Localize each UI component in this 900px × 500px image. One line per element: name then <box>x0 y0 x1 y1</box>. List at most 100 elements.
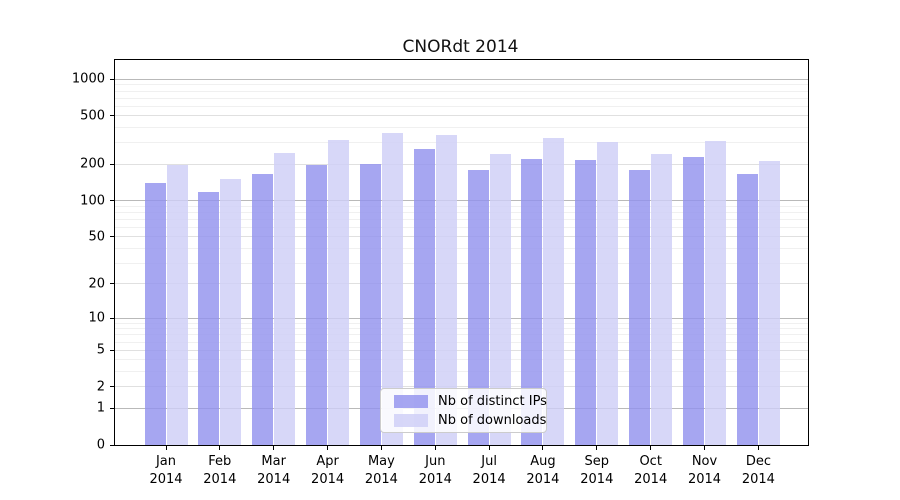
bar-distinct-ips-apr <box>306 164 328 445</box>
gridline-minor <box>115 218 808 220</box>
plot-area: 1000 500 200 100 50 20 10 5 2 1 0 Jan 2014 Feb 2014 Mar… <box>72 59 809 487</box>
x-tick-mark <box>219 446 221 450</box>
y-tick-label: 1 <box>96 400 105 416</box>
y-tick-mark <box>110 444 114 446</box>
y-tick-mark <box>110 236 114 238</box>
bar-downloads-oct <box>651 153 673 445</box>
bar-distinct-ips-may <box>359 163 381 445</box>
gridline-minor <box>115 236 808 238</box>
legend-item-distinct-ips: Nb of distinct IPs <box>381 393 547 409</box>
y-tick-label: 200 <box>80 156 105 172</box>
x-tick-label: May 2014 <box>349 453 413 489</box>
x-tick-label: Jun 2014 <box>403 453 467 489</box>
y-tick-mark <box>110 407 114 409</box>
y-tick-label: 1000 <box>71 71 105 87</box>
x-tick-mark <box>165 446 167 450</box>
bar-downloads-nov <box>705 141 726 445</box>
x-tick-year: 2014 <box>418 472 452 488</box>
x-tick-label: Aug 2014 <box>511 453 575 489</box>
y-tick-mark <box>110 349 114 351</box>
legend-swatch-downloads <box>394 413 428 427</box>
x-tick-year: 2014 <box>526 472 560 488</box>
x-tick-label: Apr 2014 <box>296 453 360 489</box>
bar-downloads-jun <box>435 134 457 445</box>
x-tick-year: 2014 <box>687 472 722 488</box>
gridline-minor <box>115 247 808 249</box>
legend-label-downloads: Nb of downloads <box>438 412 547 428</box>
gridline-minor <box>115 328 808 330</box>
gridline-minor <box>115 211 808 213</box>
gridline-minor <box>115 341 808 343</box>
y-tick-label: 2 <box>96 379 105 395</box>
gridline-minor <box>115 142 808 144</box>
gridline-minor <box>115 359 808 361</box>
bar-downloads-dec <box>758 160 780 445</box>
gridline-minor <box>115 205 808 207</box>
x-tick-mark <box>380 446 382 450</box>
legend-swatch-distinct-ips <box>394 394 428 408</box>
x-tick-month: Nov <box>691 454 718 469</box>
gridline-major <box>115 317 808 319</box>
bar-downloads-feb <box>220 178 242 445</box>
x-tick-label: Mar 2014 <box>242 453 306 489</box>
x-tick-month: Feb <box>208 454 232 469</box>
bar-downloads-sep <box>597 142 619 445</box>
y-tick-label: 500 <box>80 108 105 124</box>
y-tick-mark <box>110 283 114 285</box>
x-tick-month: Jun <box>425 454 446 469</box>
bar-distinct-ips-jul <box>467 170 489 445</box>
bar-downloads-mar <box>274 152 296 445</box>
x-tick-mark <box>757 446 759 450</box>
x-tick-month: Oct <box>639 454 662 469</box>
x-tick-month: Jan <box>155 454 177 469</box>
y-tick-label: 10 <box>88 310 105 326</box>
x-tick-year: 2014 <box>364 472 398 488</box>
y-tick-mark <box>110 115 114 117</box>
gridline-minor <box>115 90 808 92</box>
x-tick-mark <box>596 446 598 450</box>
x-tick-year: 2014 <box>472 472 506 488</box>
x-tick-year: 2014 <box>203 472 237 488</box>
bar-distinct-ips-nov <box>683 156 704 445</box>
chart-title: CNORdt 2014 <box>402 37 519 57</box>
x-tick-month: Aug <box>530 454 556 469</box>
gridline-minor <box>115 262 808 264</box>
x-tick-month: Jul <box>481 454 497 469</box>
gridline-major <box>115 200 808 202</box>
x-tick-label: Oct 2014 <box>619 453 683 489</box>
x-tick-year: 2014 <box>741 472 775 488</box>
gridline-minor <box>115 322 808 324</box>
bar-distinct-ips-jan <box>144 182 166 445</box>
x-tick-mark <box>488 446 490 450</box>
x-tick-year: 2014 <box>257 472 291 488</box>
x-tick-month: Mar <box>261 454 286 469</box>
legend-label-distinct-ips: Nb of distinct IPs <box>438 393 547 409</box>
bar-downloads-aug <box>543 137 565 445</box>
gridline-minor <box>115 127 808 129</box>
legend: Nb of distinct IPs Nb of downloads <box>380 388 547 433</box>
legend-item-downloads: Nb of downloads <box>381 413 546 428</box>
gridline-minor <box>115 349 808 351</box>
x-tick-label: Jan 2014 <box>134 453 198 489</box>
y-tick-label: 100 <box>80 193 105 209</box>
y-tick-label: 0 <box>96 437 105 453</box>
gridline-minor <box>115 386 808 388</box>
bar-distinct-ips-aug <box>521 159 543 445</box>
x-tick-year: 2014 <box>634 472 668 488</box>
y-tick-mark <box>110 163 114 165</box>
bar-downloads-may <box>381 132 403 445</box>
x-tick-label: Nov 2014 <box>673 453 737 489</box>
gridline-minor <box>115 105 808 107</box>
x-tick-year: 2014 <box>580 472 614 488</box>
x-tick-month: Dec <box>745 454 771 469</box>
y-tick-mark <box>110 78 114 80</box>
bar-downloads-jul <box>489 153 511 445</box>
gridline-minor <box>115 115 808 117</box>
x-tick-year: 2014 <box>149 472 183 488</box>
x-tick-mark <box>273 446 275 450</box>
x-tick-label: Sep 2014 <box>565 453 629 489</box>
y-tick-mark <box>110 200 114 202</box>
x-tick-year: 2014 <box>311 472 345 488</box>
x-tick-mark <box>704 446 705 450</box>
gridline-minor <box>115 97 808 99</box>
